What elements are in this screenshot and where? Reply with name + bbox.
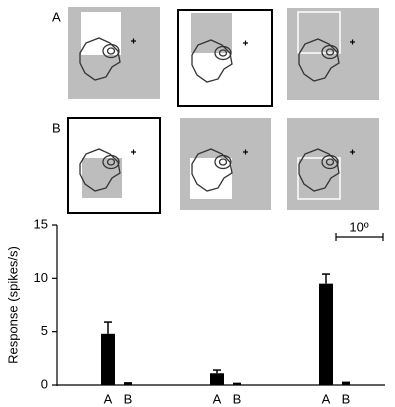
- bar: [319, 283, 333, 385]
- bar: [342, 382, 350, 385]
- scale-bar-label: 10º: [349, 219, 368, 234]
- x-tick-label: B: [124, 391, 133, 406]
- bar: [233, 383, 241, 386]
- row-label: A: [52, 9, 61, 24]
- stimulus-panel: [177, 9, 273, 107]
- stimulus-panel: [67, 117, 161, 214]
- x-tick-label: A: [322, 391, 331, 406]
- x-tick-label: B: [233, 391, 242, 406]
- y-tick-label: 15: [34, 216, 48, 231]
- y-tick-label: 10: [34, 270, 48, 285]
- bar: [210, 373, 224, 385]
- bar: [101, 333, 115, 385]
- stimulus-panel: [287, 8, 379, 100]
- y-tick-label: 0: [41, 376, 48, 391]
- y-axis-label: Response (spikes/s): [5, 246, 20, 364]
- stimulus-panel: [287, 118, 379, 210]
- bar: [124, 383, 132, 385]
- x-tick-label: A: [104, 391, 113, 406]
- stimulus-panel: [180, 118, 271, 210]
- x-tick-label: B: [342, 391, 351, 406]
- y-tick-label: 5: [41, 323, 48, 338]
- row-label: B: [52, 120, 61, 135]
- stimulus-panel: [68, 7, 160, 99]
- x-tick-label: A: [213, 391, 222, 406]
